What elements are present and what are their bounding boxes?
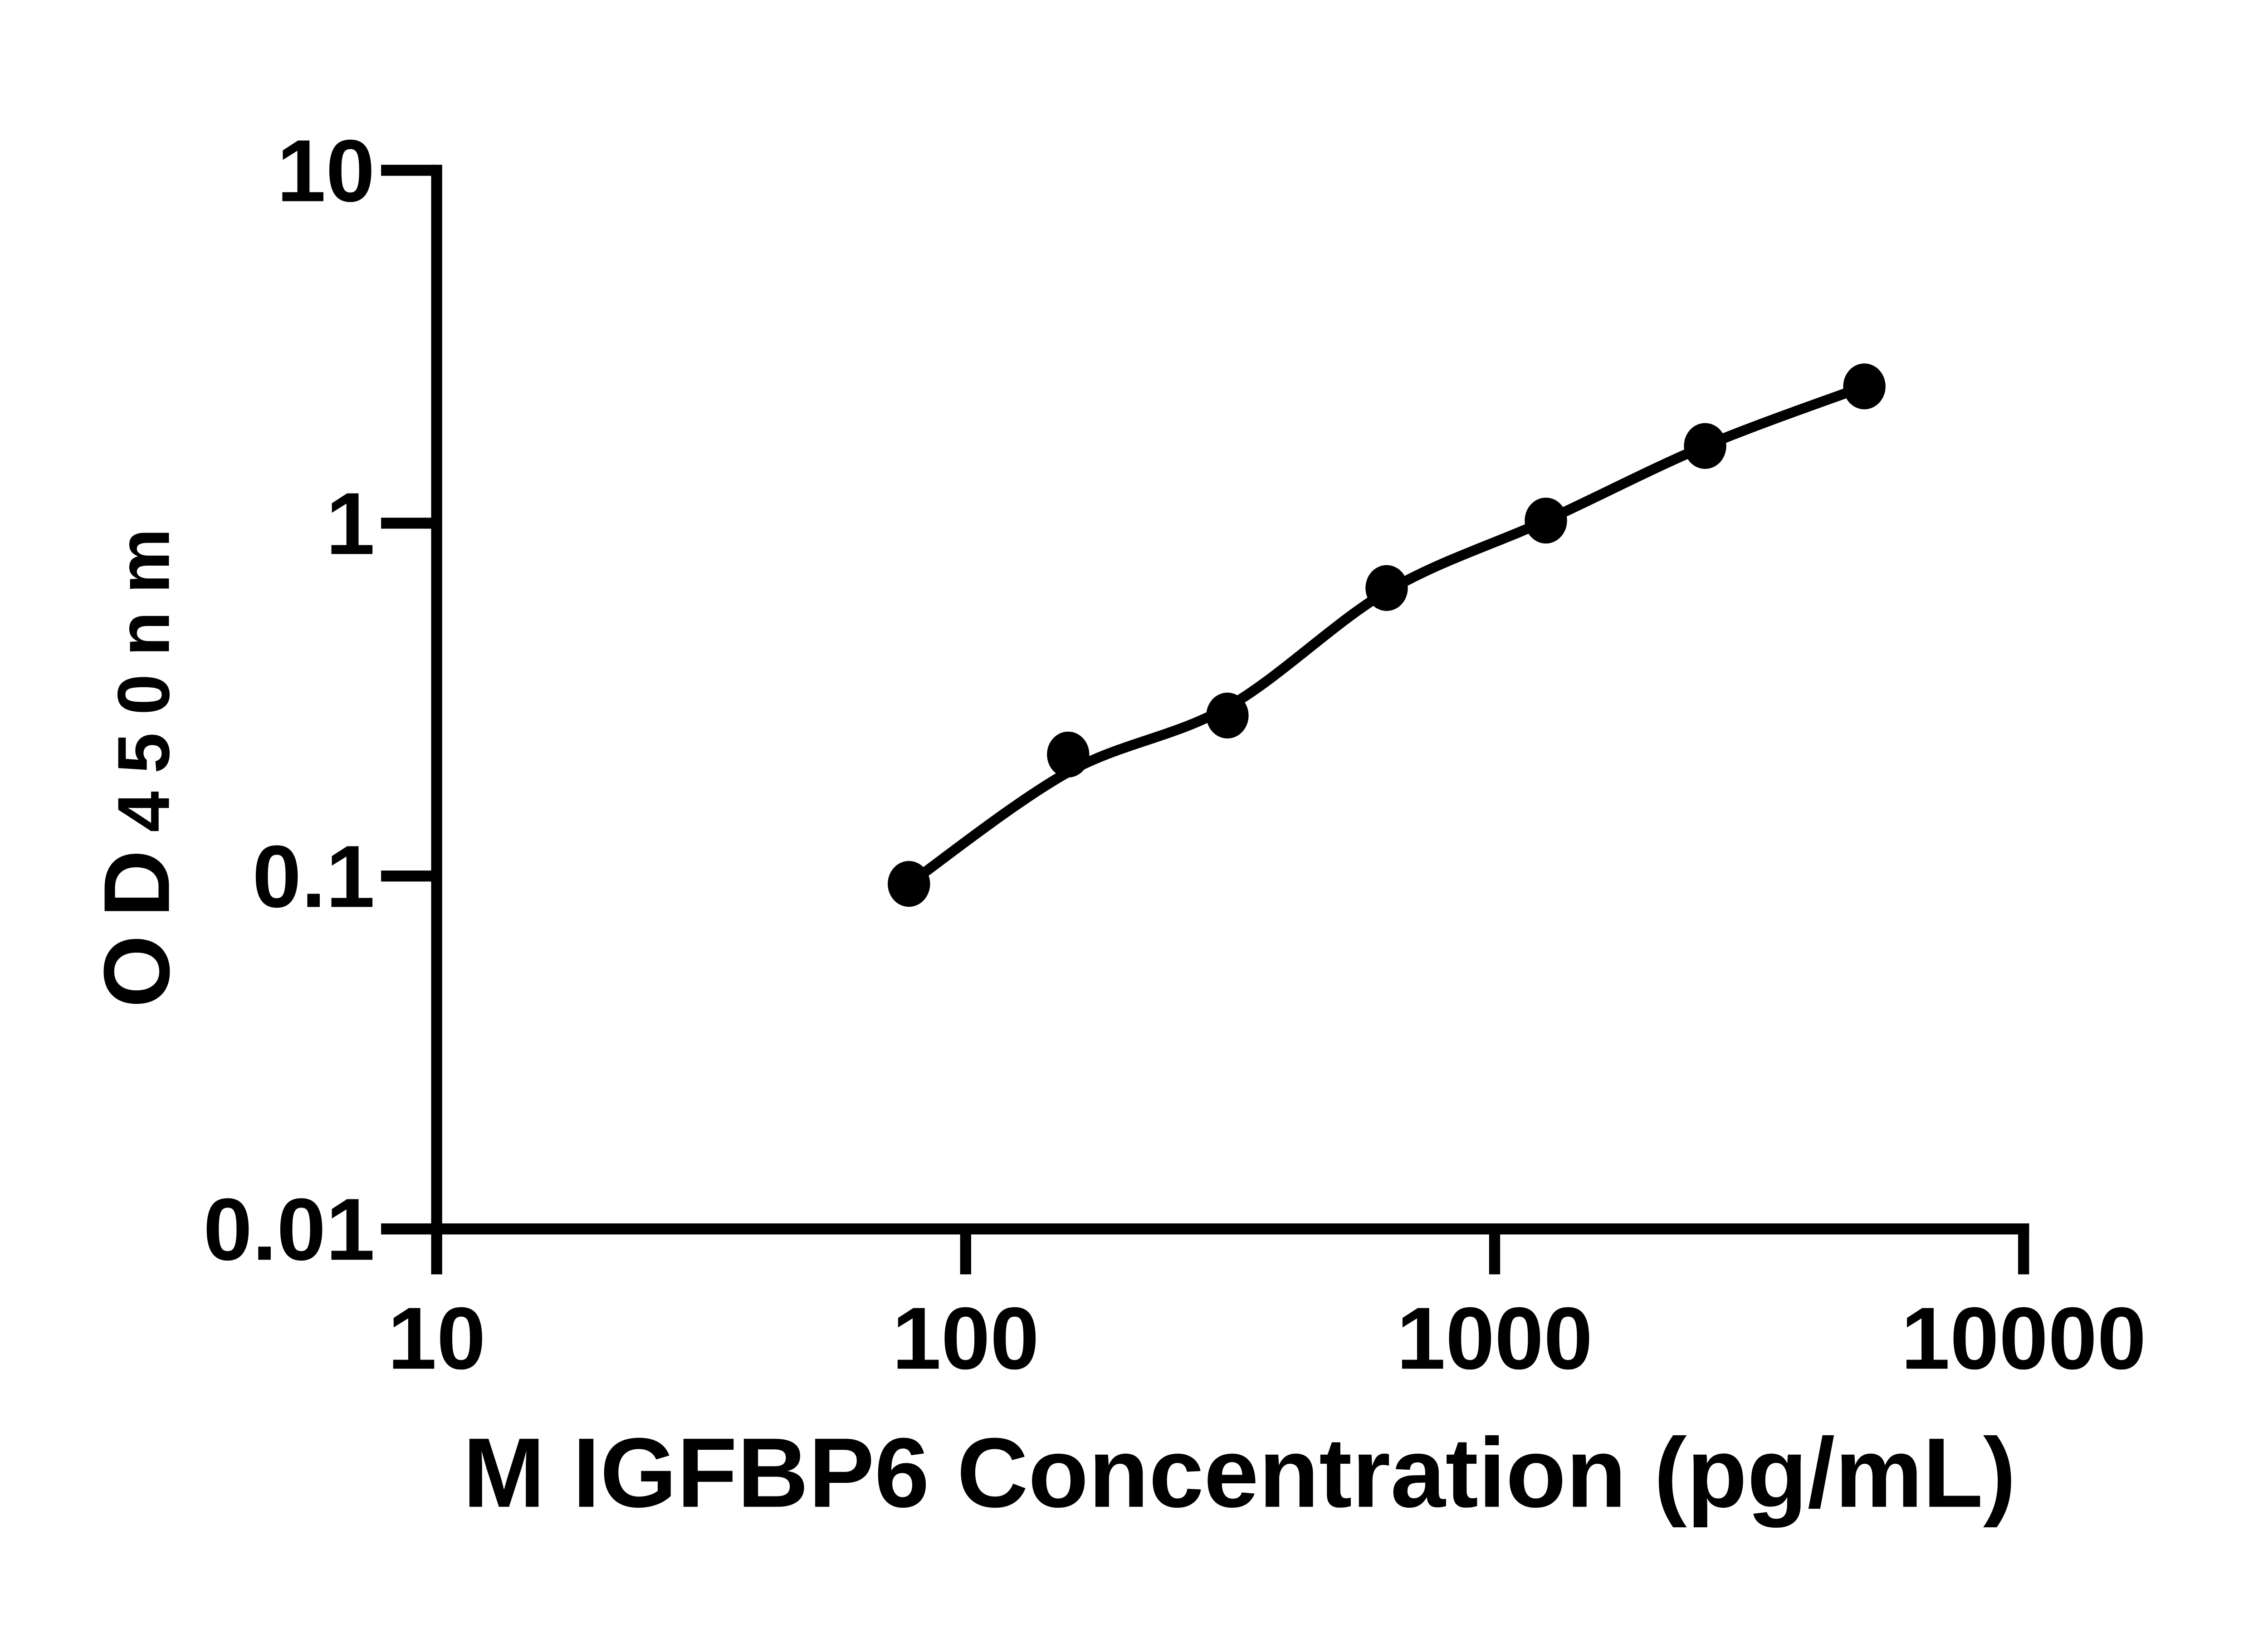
data-point-marker (888, 861, 930, 907)
y-tick-label: 10 (277, 122, 375, 220)
data-point-marker (1684, 423, 1726, 469)
x-tick-label: 100 (892, 1289, 1039, 1388)
x-axis-ticks: 10 100 1000 10000 (388, 1229, 2146, 1388)
data-point-marker (1365, 565, 1408, 611)
y-tick-label: 0.1 (252, 827, 375, 926)
data-point-marker (1047, 731, 1090, 777)
y-axis-title-main: OD (84, 832, 189, 1008)
data-point-marker (1843, 363, 1886, 410)
x-axis: 10 100 1000 10000 M IGFBP6 Concentration (p… (388, 1223, 2146, 1528)
x-axis-title: M IGFBP6 Concentration (pg/mL) (463, 1418, 2016, 1528)
x-tick-label: 10 (388, 1289, 486, 1388)
y-axis-ticks: 10 1 0.1 0.01 (203, 122, 437, 1279)
y-tick-label: 1 (326, 474, 375, 573)
y-axis-title: OD450nm (84, 511, 189, 1008)
x-tick-label: 1000 (1397, 1289, 1593, 1388)
y-axis-title-subscript: 450nm (103, 511, 185, 832)
data-point-marker (1525, 498, 1567, 544)
y-axis: 10 1 0.1 0.01 OD450nm (84, 122, 442, 1279)
data-point-marker (1206, 692, 1249, 738)
y-tick-label: 0.01 (203, 1180, 375, 1279)
x-tick-label: 10000 (1901, 1289, 2146, 1388)
data-points (888, 363, 1886, 907)
